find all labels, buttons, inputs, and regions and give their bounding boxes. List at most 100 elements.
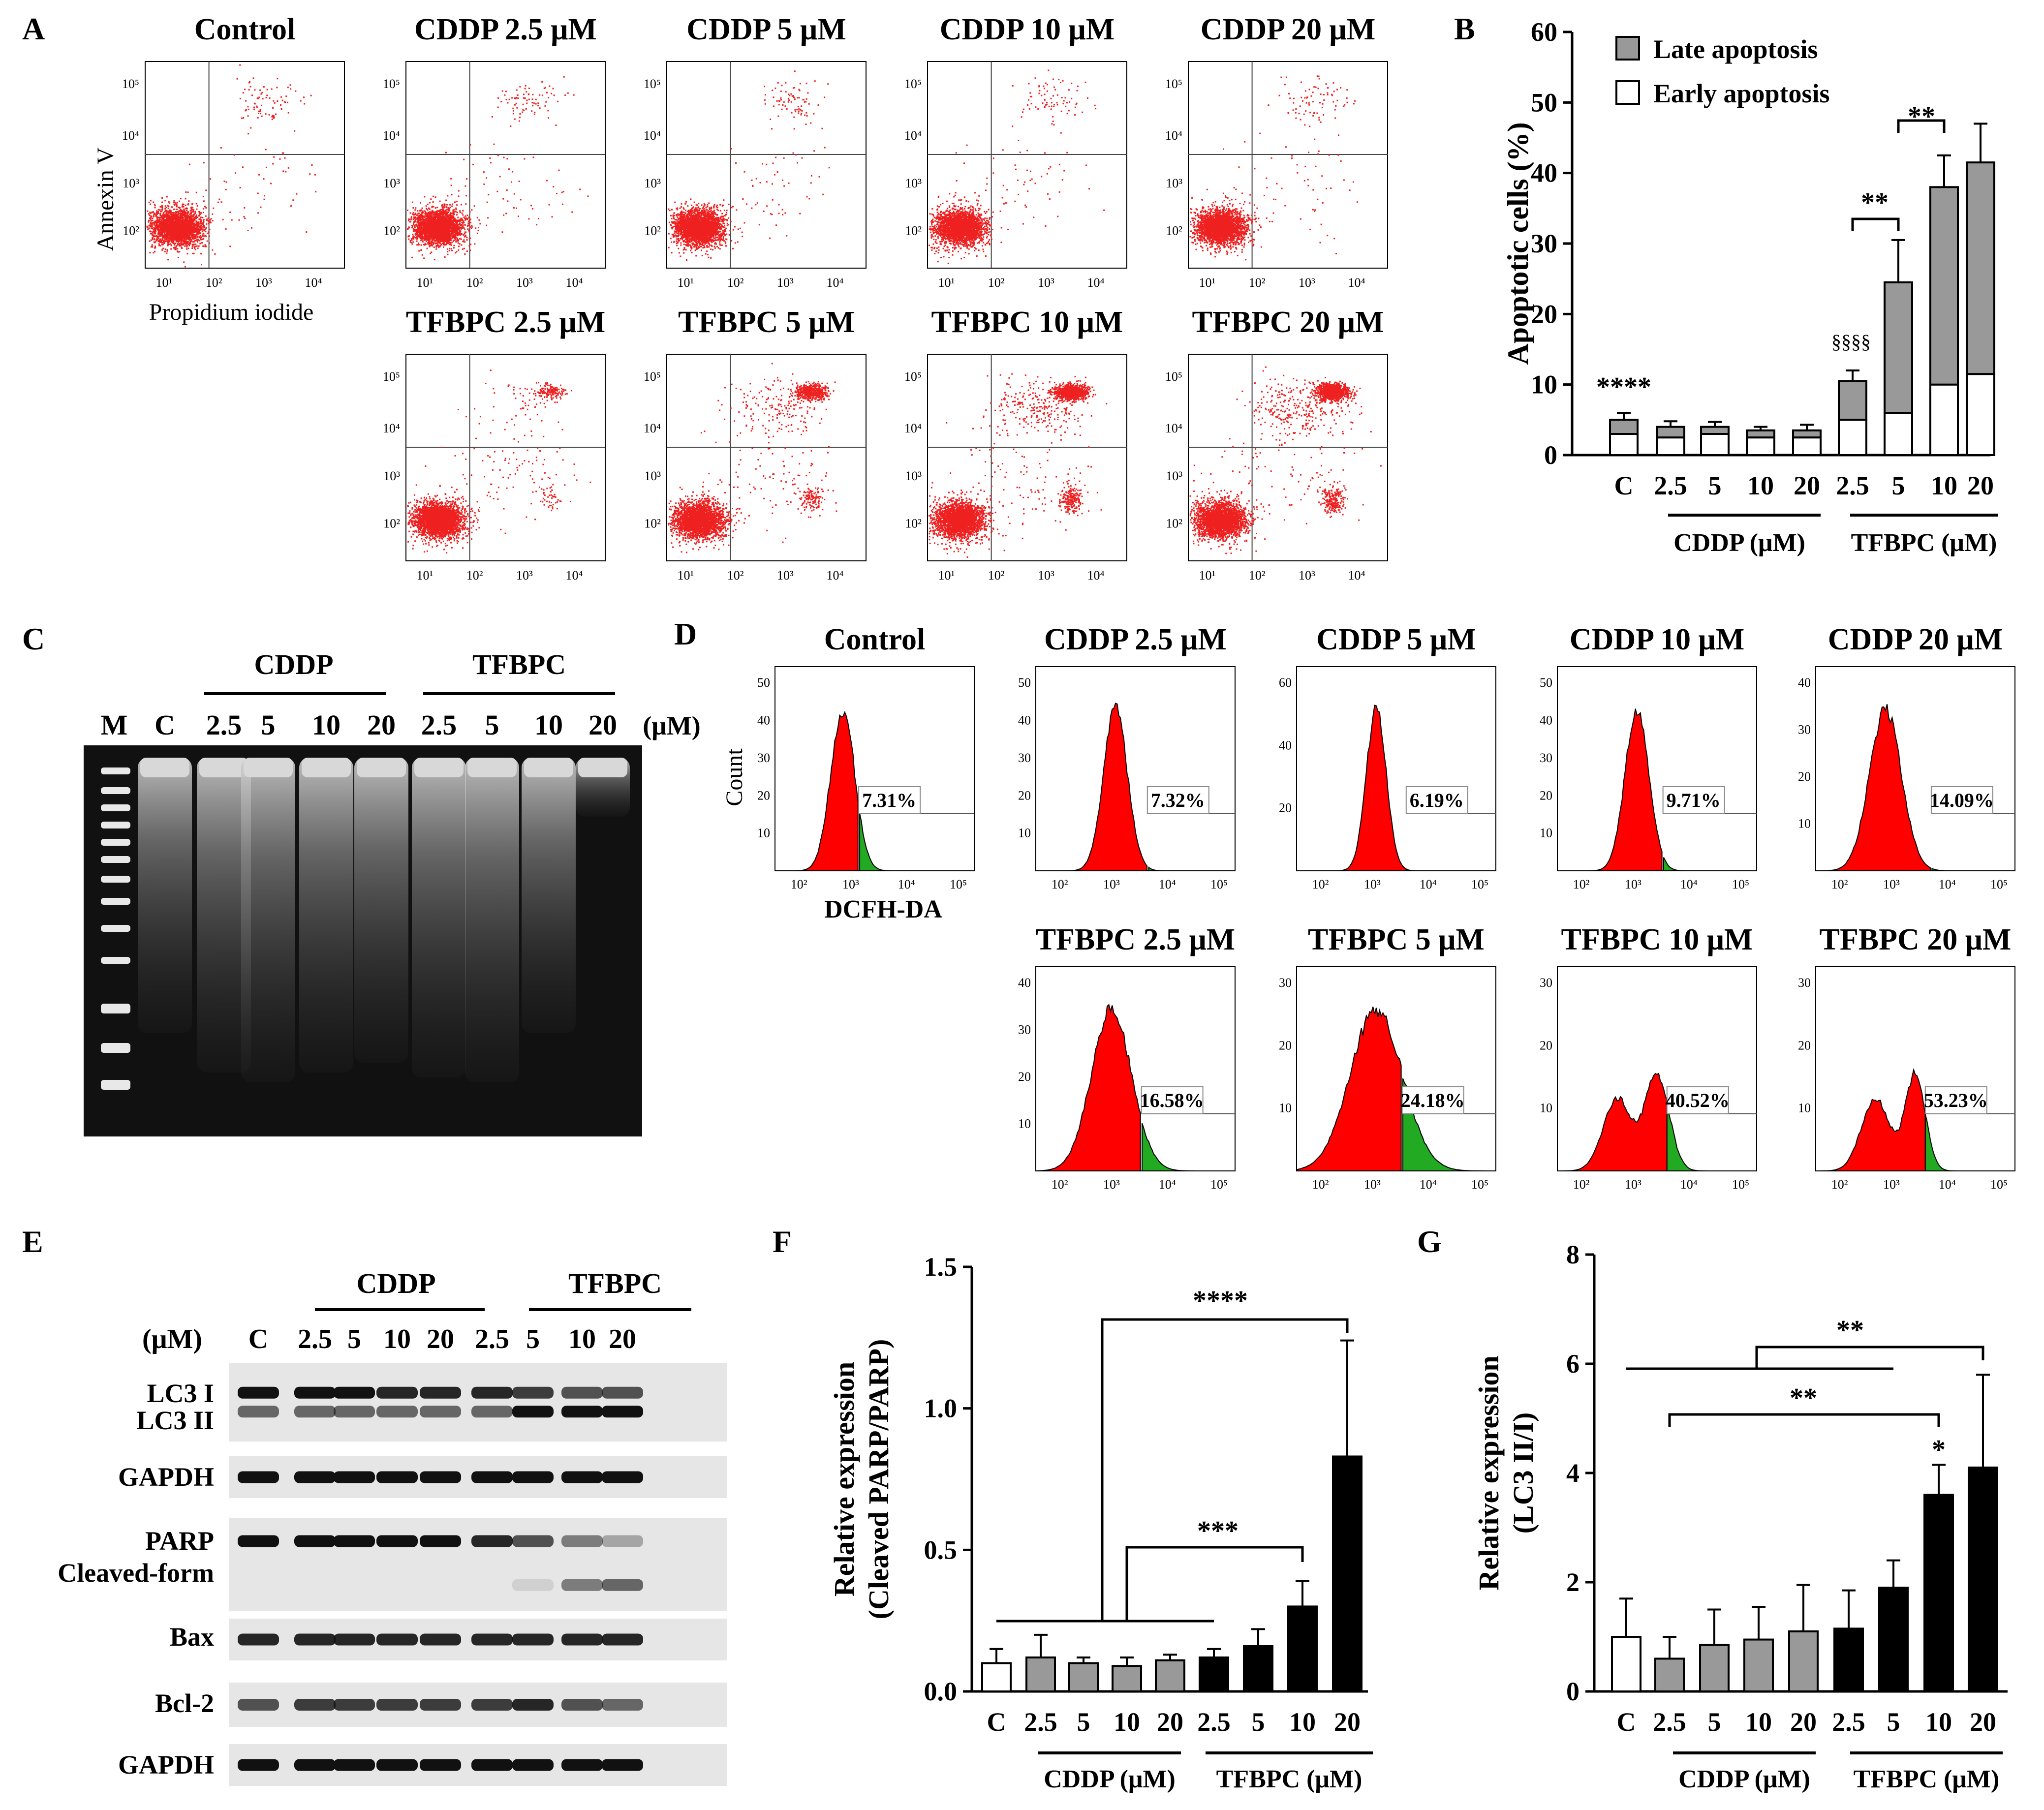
- ladder-band: [101, 876, 130, 883]
- y-tick-label: 10³: [123, 176, 139, 190]
- y-tick-label: 10: [1531, 370, 1557, 399]
- gate-percentage: 6.19%: [1410, 789, 1464, 811]
- x-tick-label: 10³: [1103, 877, 1120, 891]
- blot-band: [334, 1471, 375, 1483]
- significance-mark: ***: [1197, 1516, 1239, 1546]
- x-tick-label: 10³: [516, 568, 533, 583]
- blot-group-label: TFBPC: [568, 1267, 662, 1299]
- dot-plot: TFBPC 5 μM 10¹ 10² 10³ 10⁴ 10² 10³ 10⁴ 10⁵: [644, 306, 867, 583]
- y-tick-label: 40: [757, 713, 770, 728]
- x-tick-label: 10⁵: [1471, 1177, 1488, 1192]
- histogram-green-area: [1924, 1114, 2015, 1171]
- x-tick-label: 10³: [1625, 1177, 1641, 1192]
- histogram-title: TFBPC 5 μM: [1308, 923, 1485, 956]
- histogram-green-area: [1666, 1100, 1757, 1171]
- significance-bracket: [996, 1546, 1304, 1623]
- gel-lane-label: 2.5: [206, 709, 242, 741]
- dot-plot: CDDP 10 μM 10¹ 10² 10³ 10⁴ 10² 10³ 10⁴ 10⁵: [904, 13, 1127, 290]
- x-tick-label: 2.5: [1653, 1707, 1686, 1737]
- gel-lane-label: 5: [261, 709, 276, 741]
- x-tick-label: 10³: [1103, 1177, 1120, 1192]
- x-tick-label: 10⁵: [1732, 877, 1749, 891]
- x-tick-label: 10²: [1312, 1177, 1329, 1192]
- x-tick-label: 10³: [1299, 568, 1315, 583]
- blot-band: [334, 1535, 375, 1547]
- panel-d-y-axis-label: Count: [721, 748, 747, 806]
- gate-label-box: [1141, 1086, 1204, 1114]
- ladder-band: [101, 856, 130, 863]
- y-tick-label: 20: [1798, 769, 1811, 784]
- blot-band: [512, 1535, 554, 1547]
- blot-band: [376, 1759, 418, 1771]
- significance-mark: **: [1836, 1315, 1864, 1346]
- group-label: CDDP (μM): [1673, 529, 1805, 557]
- dot-plot: TFBPC 2.5 μM 10¹ 10² 10³ 10⁴ 10² 10³ 10⁴ 10⁵: [383, 306, 606, 583]
- x-tick-label: 20: [1794, 471, 1820, 500]
- histogram-green-area: [1663, 857, 1757, 871]
- bar: [1112, 1665, 1142, 1692]
- panel-a-x-axis-label: Propidium iodide: [149, 299, 314, 325]
- bar: [1743, 1638, 1774, 1693]
- x-tick-label: 10³: [255, 276, 272, 290]
- bar: [1699, 1644, 1730, 1692]
- bar-segment: [1700, 433, 1730, 456]
- ladder-band: [101, 822, 130, 828]
- x-tick-label: 10⁴: [1348, 276, 1365, 290]
- gel-well: [140, 758, 189, 777]
- x-tick-label: 10³: [1883, 877, 1900, 891]
- y-tick-label: 10²: [1166, 223, 1182, 238]
- gel-cddp-label: CDDP: [254, 648, 333, 680]
- bar-segment: [1609, 419, 1639, 435]
- y-tick-label: 10⁵: [383, 369, 400, 384]
- bar: [1068, 1662, 1099, 1692]
- y-tick-label: 10⁴: [383, 421, 400, 435]
- bar: [1968, 1466, 1998, 1692]
- bar-segment: [1792, 429, 1822, 439]
- dot-plot-title: CDDP 2.5 μM: [414, 13, 597, 46]
- blot-band: [561, 1386, 603, 1399]
- x-tick-label: 10⁵: [1990, 877, 2008, 891]
- x-tick-label: 10⁴: [1087, 568, 1105, 583]
- histogram-title: TFBPC 10 μM: [1561, 923, 1753, 956]
- x-tick-label: 10²: [988, 568, 1005, 583]
- histogram-red-area: [775, 711, 859, 871]
- ladder-band: [101, 1004, 130, 1013]
- bar: [1923, 1494, 1954, 1692]
- histogram: CDDP 5 μM 6.19% 20 40 60 10² 10³ 10⁴ 10⁵: [1279, 623, 1496, 891]
- x-tick-label: 10³: [842, 877, 859, 891]
- y-tick-label: 10⁴: [1165, 128, 1182, 143]
- x-tick-label: 10³: [1364, 1177, 1381, 1192]
- y-tick-label: 20: [1540, 788, 1552, 802]
- y-tick-label: 6: [1566, 1349, 1579, 1379]
- y-tick-label: 30: [1540, 751, 1552, 765]
- y-tick-label: 30: [1798, 976, 1811, 990]
- blot-band: [420, 1386, 461, 1399]
- x-tick-label: 10⁴: [1420, 1177, 1437, 1192]
- bar: [1025, 1656, 1056, 1692]
- gel-smear: [197, 758, 251, 1073]
- y-tick-label: 60: [1531, 17, 1557, 47]
- x-tick-label: 10²: [1312, 877, 1329, 891]
- blot-band: [512, 1579, 554, 1591]
- histogram-green-area: [1931, 867, 2015, 871]
- y-tick-label: 10⁵: [1165, 369, 1182, 384]
- bar: [1199, 1656, 1229, 1692]
- y-tick-label: 10²: [905, 516, 922, 530]
- legend-swatch: [1615, 36, 1640, 61]
- y-tick-label: 20: [1540, 1038, 1552, 1052]
- group-label: TFBPC (μM): [1854, 1765, 2000, 1793]
- histogram: CDDP 20 μM 14.09% 10 20 30 40 10² 10³ 10⁴ 10⁵: [1798, 623, 2015, 891]
- blot-label: Bax: [170, 1622, 214, 1652]
- blot-band: [376, 1386, 418, 1399]
- blot-band: [471, 1471, 513, 1483]
- blot-strip: [229, 1518, 727, 1611]
- significance-mark: §§§§: [1831, 331, 1871, 353]
- histogram-title: CDDP 10 μM: [1570, 623, 1744, 656]
- y-tick-label: 10⁵: [904, 369, 922, 384]
- y-tick-label: 30: [757, 751, 770, 765]
- gel-well: [302, 758, 351, 777]
- significance-bracket: [1851, 217, 1900, 231]
- blot-label: Cleaved-form: [58, 1558, 214, 1588]
- x-tick-label: 20: [1334, 1707, 1361, 1737]
- x-tick-label: 10⁴: [1939, 1177, 1956, 1192]
